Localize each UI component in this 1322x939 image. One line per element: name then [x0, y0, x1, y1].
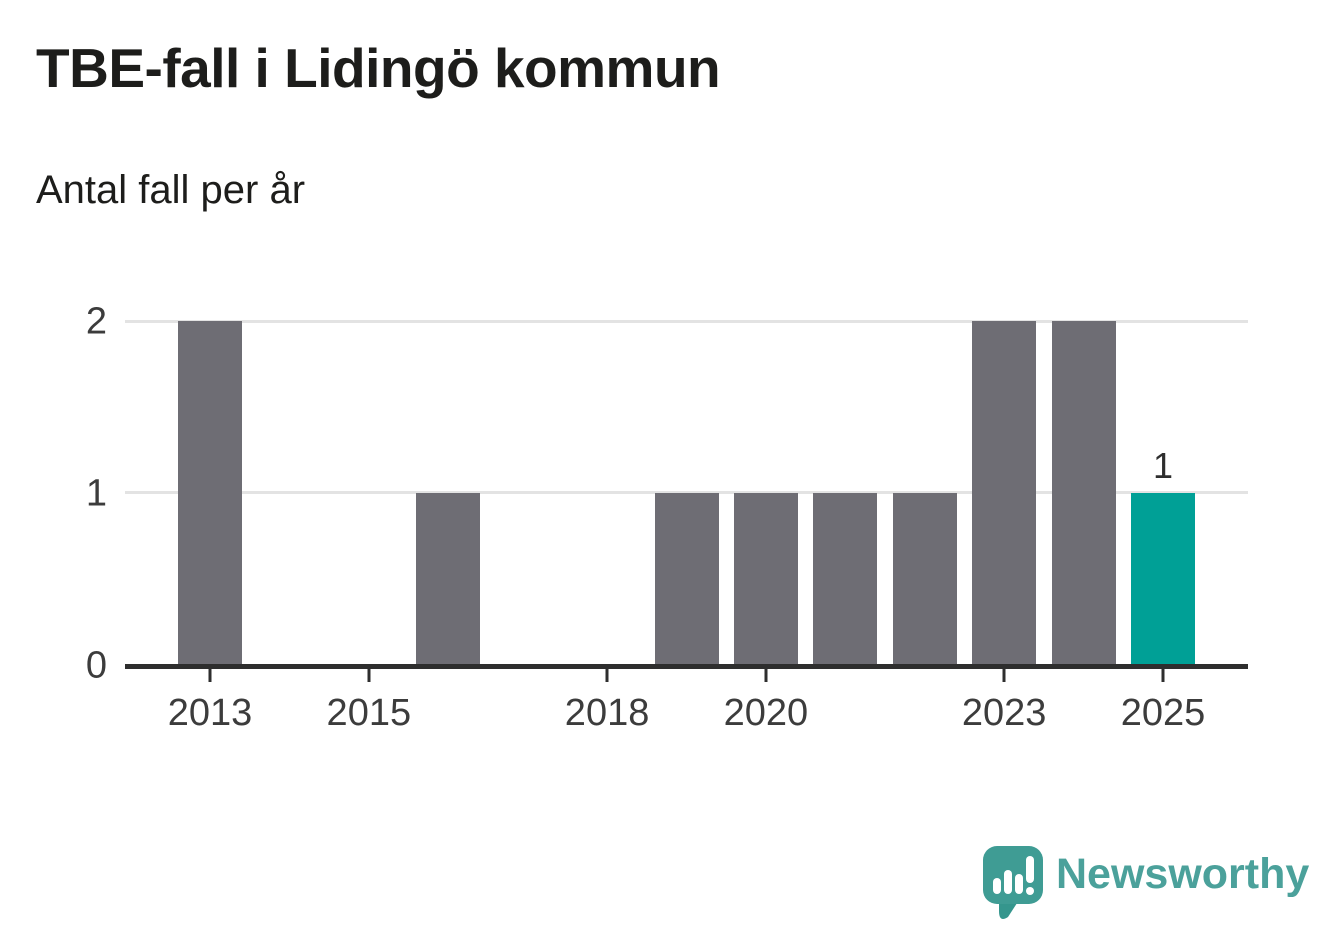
newsworthy-speech-bubble-icon [983, 846, 1043, 919]
x-tick-2023 [1002, 669, 1006, 682]
bar-2023 [972, 321, 1037, 664]
bar-2019 [654, 492, 719, 664]
highlight-value-label: 1 [1152, 444, 1174, 486]
x-axis-label-2018: 2018 [564, 692, 650, 734]
gridline-2 [125, 319, 1248, 323]
y-axis-label-0: 0 [85, 644, 107, 687]
x-axis-line [125, 664, 1248, 669]
x-axis-label-2025: 2025 [1120, 692, 1206, 734]
x-tick-2025 [1161, 669, 1165, 682]
x-tick-2018 [605, 669, 609, 682]
bar-2016 [416, 492, 481, 664]
bar-2020 [733, 492, 798, 664]
x-axis-label-2023: 2023 [961, 692, 1047, 734]
x-tick-2013 [208, 669, 212, 682]
x-axis-label-2015: 2015 [326, 692, 412, 734]
y-axis-label-2: 2 [85, 300, 107, 343]
bar-2024 [1051, 321, 1116, 664]
x-tick-2020 [764, 669, 768, 682]
newsworthy-logo[interactable]: Newsworthy [982, 845, 1309, 923]
brand-name: Newsworthy [1056, 850, 1310, 898]
bar-2013 [178, 321, 242, 664]
x-axis-label-2020: 2020 [723, 692, 809, 734]
bar-2025 [1131, 492, 1195, 664]
x-axis-label-2013: 2013 [167, 692, 253, 734]
chart-subtitle: Antal fall per år [36, 168, 306, 212]
bar-2021 [813, 492, 878, 664]
bar-2022 [892, 492, 957, 664]
x-tick-2015 [367, 669, 371, 682]
chart-title: TBE-fall i Lidingö kommun [36, 37, 721, 99]
y-axis-label-1: 1 [85, 472, 107, 514]
